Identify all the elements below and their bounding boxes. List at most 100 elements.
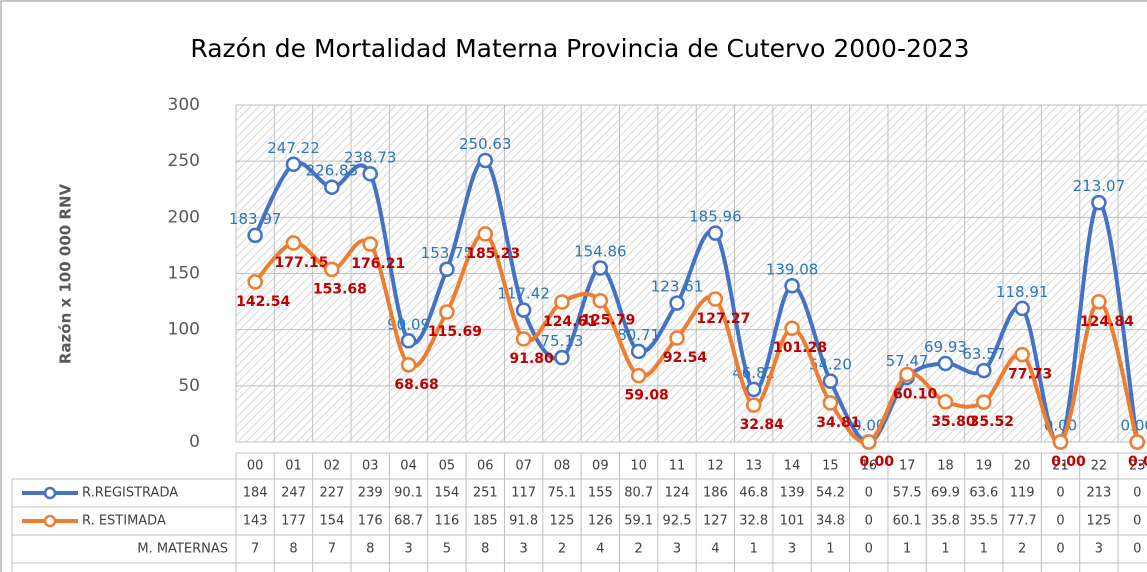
data-label: 77.73 — [1008, 367, 1052, 383]
data-label: 32.84 — [740, 417, 785, 433]
table-cell: 75.1 — [547, 486, 576, 501]
table-cell: 92.5 — [663, 514, 692, 529]
point — [745, 397, 762, 413]
point — [554, 349, 570, 366]
point — [285, 235, 302, 251]
table-cell: 127 — [703, 514, 728, 529]
x-tick-label: 22 — [1091, 459, 1108, 474]
point — [285, 156, 302, 173]
data-label: 90.09 — [387, 315, 430, 333]
table-cell: 34.8 — [816, 514, 845, 529]
data-label: 75.13 — [540, 332, 583, 350]
table-cell: 117 — [511, 486, 536, 501]
table-cell: 3 — [788, 542, 796, 557]
point — [1014, 346, 1030, 363]
x-tick-label: 11 — [669, 459, 686, 474]
table-cell: 46.8 — [739, 486, 768, 501]
table-cell: 124 — [665, 486, 690, 501]
table-cell: 8 — [366, 542, 374, 557]
table-cell: 0 — [865, 514, 873, 529]
data-label: 177.15 — [275, 255, 329, 271]
table-cell: 68.7 — [394, 514, 423, 529]
chart-title: Razón de Mortalidad Materna Provincia de… — [190, 34, 969, 63]
y-axis-label: Razón x 100 000 RNV — [57, 183, 75, 364]
table-cell: 251 — [473, 486, 498, 501]
point — [976, 362, 992, 379]
data-label: 35.80 — [931, 414, 976, 430]
y-tick-label: 150 — [168, 264, 200, 284]
table-cell: 0 — [1133, 514, 1141, 529]
x-tick-label: 05 — [439, 459, 456, 474]
x-tick-label: 18 — [937, 459, 954, 474]
data-label: 127.27 — [696, 311, 750, 327]
data-label: 139.08 — [766, 260, 819, 278]
x-tick-label: 12 — [707, 459, 724, 474]
point — [362, 166, 378, 182]
point — [477, 226, 494, 242]
data-label: 185.23 — [466, 246, 520, 262]
data-label: 247.22 — [267, 139, 320, 157]
data-label: 213.07 — [1073, 177, 1126, 195]
data-label: 183.97 — [229, 210, 282, 228]
data-label: 154.86 — [574, 243, 627, 261]
point — [477, 152, 494, 169]
x-tick-label: 06 — [477, 459, 494, 474]
table-cell: 2 — [1018, 542, 1026, 557]
table-cell: 227 — [319, 486, 344, 501]
table-cell: 0 — [1056, 542, 1064, 557]
table-cell: 91.8 — [509, 514, 538, 529]
point — [247, 227, 263, 244]
row-label: M. MATERNAS — [137, 542, 228, 557]
table-cell: 32.8 — [739, 514, 768, 529]
table-cell: 1 — [903, 542, 911, 557]
table-cell: 90.1 — [394, 486, 423, 501]
table-cell: 35.8 — [931, 514, 960, 529]
data-label: 153.68 — [313, 281, 367, 297]
point — [630, 343, 647, 360]
table-cell: 3 — [1095, 542, 1103, 557]
data-label: 60.10 — [893, 386, 938, 402]
point — [822, 395, 839, 411]
table-cell: 7 — [328, 542, 336, 557]
x-tick-label: 23 — [1129, 459, 1146, 474]
x-tick-label: 09 — [592, 459, 609, 474]
data-label: 68.68 — [394, 377, 438, 393]
data-label: 101.28 — [773, 340, 827, 356]
x-tick-label: 00 — [247, 459, 264, 474]
table-cell: 0 — [1133, 486, 1141, 501]
table-cell: 77.7 — [1008, 514, 1037, 529]
data-label: 0.00 — [860, 454, 895, 470]
point — [937, 355, 954, 372]
point — [515, 331, 532, 347]
table-cell: 125 — [550, 514, 575, 529]
legend-marker — [43, 486, 57, 500]
x-tick-label: 07 — [515, 459, 532, 474]
table-cell: 63.6 — [969, 486, 998, 501]
point — [362, 236, 378, 252]
table-cell: 1 — [826, 542, 834, 557]
x-tick-label: 14 — [784, 459, 801, 474]
table-cell: 213 — [1086, 486, 1111, 501]
table-cell: 4 — [596, 542, 604, 557]
data-label: 46.82 — [732, 364, 775, 382]
x-tick-label: 08 — [554, 459, 571, 474]
point — [1052, 434, 1069, 450]
table-cell: 247 — [281, 486, 306, 501]
table-cell: 8 — [481, 542, 489, 557]
y-tick-label: 50 — [178, 376, 200, 396]
point — [1014, 300, 1030, 317]
point — [1129, 434, 1145, 450]
table-cell: 0 — [1056, 514, 1064, 529]
x-tick-label: 02 — [324, 459, 341, 474]
data-label: 153.75 — [421, 244, 474, 262]
table-cell: 1 — [941, 542, 949, 557]
data-label: 54.20 — [809, 356, 852, 374]
table-cell: 126 — [588, 514, 613, 529]
x-tick-label: 01 — [285, 459, 302, 474]
table-cell: 139 — [780, 486, 805, 501]
point — [976, 394, 992, 410]
data-label: 59.08 — [625, 388, 669, 404]
point — [324, 261, 340, 278]
x-tick-label: 10 — [630, 459, 647, 474]
table-cell: 154 — [319, 514, 344, 529]
